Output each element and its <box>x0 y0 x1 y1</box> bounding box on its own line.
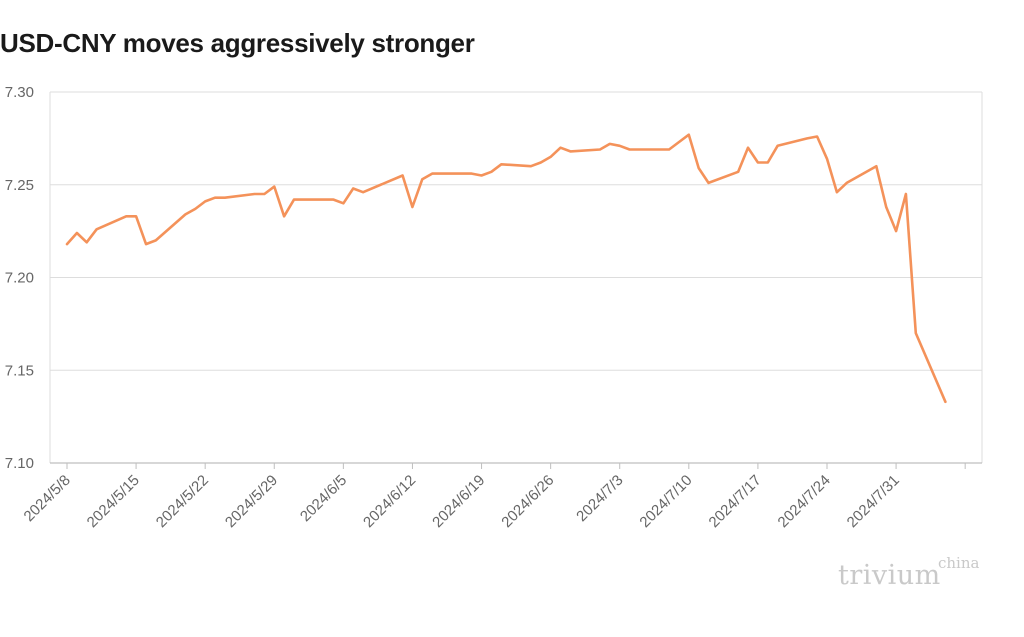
logo-superscript: china <box>938 554 980 572</box>
x-tick-label: 2024/6/19 <box>429 472 488 531</box>
x-tick-label: 2024/6/12 <box>360 472 419 531</box>
x-tick-label: 2024/7/10 <box>636 472 695 531</box>
x-tick-label: 2024/6/5 <box>297 472 350 525</box>
series-line <box>65 133 947 404</box>
y-tick-label: 7.20 <box>5 270 34 287</box>
y-axis-ticks: 7.10 7.15 7.20 7.25 7.30 <box>5 84 34 472</box>
x-tick-label: 2024/7/3 <box>573 472 626 525</box>
chart-title: USD-CNY moves aggressively stronger <box>0 28 475 58</box>
x-tick-label: 2024/7/24 <box>775 472 834 531</box>
y-tick-label: 7.15 <box>5 362 34 379</box>
series-usd-cny-line <box>65 133 947 404</box>
x-tick-label: 2024/5/29 <box>222 472 281 531</box>
logo-word: trivium <box>838 560 941 591</box>
x-tick-label: 2024/6/26 <box>498 472 557 531</box>
gridlines <box>49 91 983 463</box>
trivium-china-logo: trivium china <box>838 554 979 591</box>
x-tick-label: 2024/5/22 <box>153 472 212 531</box>
y-tick-label: 7.30 <box>5 84 34 101</box>
x-axis: 2024/5/8 2024/5/15 2024/5/22 2024/5/29 2024/… <box>21 462 982 531</box>
x-tick-label: 2024/5/15 <box>84 472 143 531</box>
y-tick-label: 7.25 <box>5 177 34 194</box>
y-tick-label: 7.10 <box>5 455 34 472</box>
x-tick-label: 2024/5/8 <box>21 472 74 525</box>
x-tick-label: 2024/7/17 <box>706 472 765 531</box>
x-tick-label: 2024/7/31 <box>844 472 903 531</box>
